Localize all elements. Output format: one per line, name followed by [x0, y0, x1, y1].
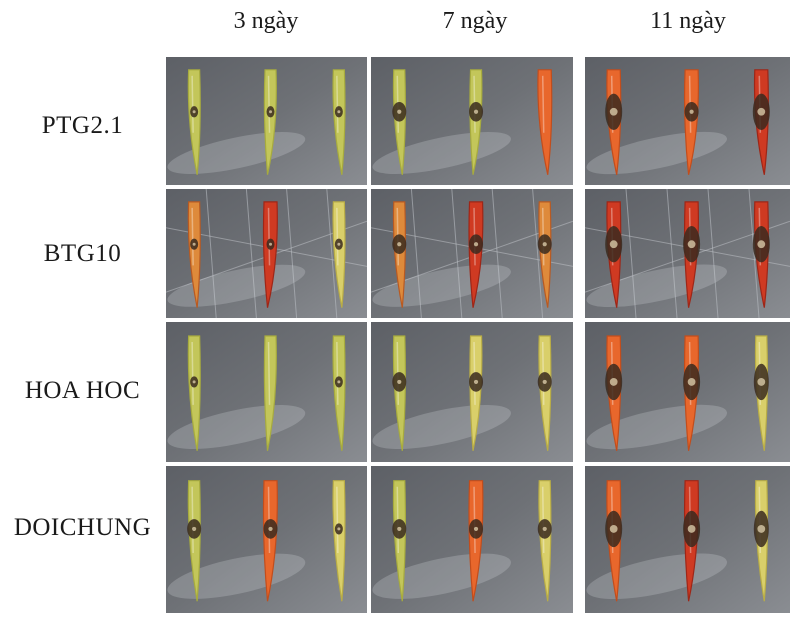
column-header-7-days: 7 ngày — [442, 8, 508, 34]
chili-pepper — [538, 201, 552, 308]
chili-pepper — [468, 480, 484, 602]
row-label-btg10: BTG10 — [43, 240, 122, 267]
chili-pepper — [332, 69, 346, 175]
chili-pepper — [469, 335, 483, 451]
chili-pepper — [332, 480, 346, 602]
chili-pepper — [187, 201, 201, 308]
photo-panel-hoa-hoc-11-days — [585, 322, 790, 462]
photo-panel-doichung-7-days — [371, 466, 573, 613]
chili-pepper — [187, 335, 201, 451]
chili-pepper — [392, 480, 406, 602]
photo-panel-hoa-hoc-3-days — [166, 322, 367, 462]
chili-pepper — [187, 69, 201, 175]
photo-panel-ptg2-1-11-days — [585, 57, 790, 185]
chili-pepper — [538, 480, 552, 602]
chili-pepper — [468, 201, 484, 308]
column-header-11-days: 11 ngày — [650, 8, 726, 34]
chili-pepper — [392, 69, 406, 175]
chili-pepper — [332, 335, 346, 451]
column-header-3-days: 3 ngày — [233, 8, 299, 34]
photo-panel-btg10-7-days — [371, 189, 573, 318]
chili-pepper — [262, 201, 278, 308]
chili-pepper — [263, 69, 277, 175]
photo-panel-hoa-hoc-7-days — [371, 322, 573, 462]
chili-pepper — [469, 69, 483, 175]
chili-pepper — [683, 69, 699, 175]
photo-panel-doichung-3-days — [166, 466, 367, 613]
photo-panel-btg10-3-days — [166, 189, 367, 318]
chili-pepper — [263, 335, 277, 451]
chili-pepper — [538, 335, 552, 451]
chili-pepper — [262, 480, 278, 602]
photo-panel-doichung-11-days — [585, 466, 790, 613]
row-label-ptg2-1: PTG2.1 — [41, 112, 124, 139]
row-label-doichung: DOICHUNG — [13, 514, 152, 541]
chili-pepper — [392, 335, 406, 451]
chili-pepper — [332, 201, 346, 308]
chili-pepper — [537, 69, 553, 175]
chili-pepper — [392, 201, 406, 308]
row-label-hoa-hoc: HOA HOC — [24, 377, 141, 404]
chili-pepper — [187, 480, 201, 602]
photo-panel-btg10-11-days — [585, 189, 790, 318]
photo-panel-ptg2-1-7-days — [371, 57, 573, 185]
photo-panel-ptg2-1-3-days — [166, 57, 367, 185]
